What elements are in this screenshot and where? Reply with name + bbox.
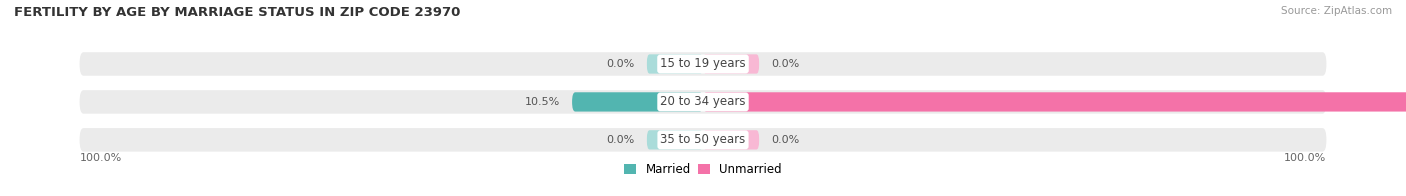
FancyBboxPatch shape (80, 52, 1326, 76)
Text: 0.0%: 0.0% (606, 135, 634, 145)
FancyBboxPatch shape (80, 128, 1326, 152)
Text: 0.0%: 0.0% (772, 59, 800, 69)
Text: 20 to 34 years: 20 to 34 years (661, 95, 745, 108)
Text: FERTILITY BY AGE BY MARRIAGE STATUS IN ZIP CODE 23970: FERTILITY BY AGE BY MARRIAGE STATUS IN Z… (14, 6, 460, 19)
FancyBboxPatch shape (703, 92, 1406, 112)
Text: 0.0%: 0.0% (772, 135, 800, 145)
Text: 0.0%: 0.0% (606, 59, 634, 69)
FancyBboxPatch shape (647, 54, 703, 74)
Text: Source: ZipAtlas.com: Source: ZipAtlas.com (1281, 6, 1392, 16)
Text: 100.0%: 100.0% (80, 153, 122, 163)
FancyBboxPatch shape (647, 130, 703, 150)
Text: 100.0%: 100.0% (1284, 153, 1326, 163)
Legend: Married, Unmarried: Married, Unmarried (620, 158, 786, 181)
FancyBboxPatch shape (80, 90, 1326, 114)
FancyBboxPatch shape (703, 54, 759, 74)
FancyBboxPatch shape (572, 92, 703, 112)
FancyBboxPatch shape (703, 130, 759, 150)
Text: 15 to 19 years: 15 to 19 years (661, 57, 745, 71)
Text: 35 to 50 years: 35 to 50 years (661, 133, 745, 146)
Text: 10.5%: 10.5% (524, 97, 560, 107)
